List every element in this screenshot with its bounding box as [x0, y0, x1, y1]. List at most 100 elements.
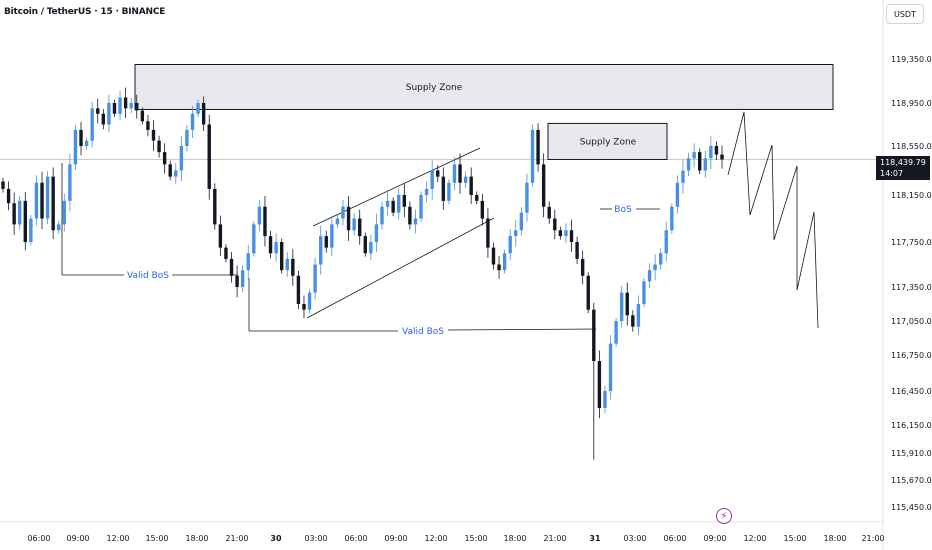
candle-body [291, 258, 295, 276]
candle-body [296, 275, 301, 304]
candle-body [720, 154, 724, 160]
candle-body [313, 264, 317, 293]
price-tick-label: 116,150.00 [891, 421, 932, 430]
candle-body [458, 164, 462, 183]
candle-body [374, 224, 379, 242]
candle-body [608, 343, 613, 391]
candle-body [363, 236, 367, 254]
time-tick-label: 31 [589, 534, 601, 543]
candle-body [307, 292, 312, 310]
candle-body [413, 218, 418, 225]
candle-body [268, 236, 273, 254]
time-tick-label: 15:00 [783, 534, 806, 543]
candle-body [714, 146, 719, 155]
price-tick-label: 117,350.00 [891, 283, 932, 292]
candle-body [430, 170, 434, 189]
candle-body [135, 103, 139, 111]
candle-body [402, 195, 407, 207]
candle-body [525, 182, 529, 213]
candle-body [129, 103, 133, 109]
candle-body [391, 200, 395, 213]
valid-bos-1-label: Valid BoS [127, 271, 169, 281]
candle-body [541, 164, 546, 207]
candle-body [631, 315, 635, 327]
candle-body [18, 200, 22, 225]
price-tick-label: 118,550.00 [891, 142, 932, 151]
candle-body [123, 97, 128, 109]
channel-upper-line[interactable] [312, 147, 481, 227]
candle-body [274, 242, 278, 254]
candle-body [653, 264, 657, 271]
candle-body [23, 200, 27, 242]
candle-body [346, 206, 351, 231]
candle-body [709, 146, 713, 159]
supply-zone-lower-label: Supply Zone [580, 137, 637, 147]
candle-body [686, 158, 691, 171]
candle-body [224, 247, 228, 259]
bar-countdown: 14:07 [880, 169, 904, 178]
price-tick-label: 116,750.00 [891, 351, 932, 360]
time-tick-label: 18:00 [185, 534, 208, 543]
valid-bos-2-line-right[interactable] [447, 328, 597, 331]
time-tick-label: 18:00 [503, 534, 526, 543]
supply-zone-lower[interactable] [547, 122, 668, 160]
candle-body [62, 200, 67, 225]
candle-body [647, 270, 652, 282]
candle-body [40, 182, 44, 219]
time-tick-label: 06:00 [663, 534, 686, 543]
candle-body [29, 218, 33, 242]
candle-body [636, 304, 641, 327]
candle-body [514, 230, 518, 237]
candle-body [112, 103, 117, 114]
candle-body [174, 170, 178, 177]
candle-body [229, 258, 234, 276]
chart-title: Bitcoin / TetherUS · 15 · BINANCE [4, 7, 166, 17]
candle-body [664, 230, 668, 254]
candle-body [179, 146, 184, 171]
candle-body [558, 230, 563, 237]
candle-body [12, 203, 16, 225]
candle-body [553, 218, 557, 231]
candle-body [424, 188, 429, 195]
supply-zone-upper[interactable] [134, 64, 834, 110]
candle-body [252, 224, 256, 254]
currency-button[interactable]: USDT [886, 4, 924, 24]
time-tick-label: 21:00 [225, 534, 248, 543]
candle-body [162, 152, 167, 165]
candle-body [196, 103, 200, 114]
candle-body [352, 218, 356, 231]
time-tick-label: 12:00 [424, 534, 447, 543]
candle-body [335, 218, 340, 225]
candle-body [107, 103, 111, 125]
time-tick-label: 30 [270, 534, 282, 543]
time-tick-label: 12:00 [106, 534, 129, 543]
candle-body [101, 113, 106, 125]
candle-body [692, 152, 696, 159]
channel-lower-line[interactable] [306, 217, 495, 319]
candle-body [408, 206, 412, 225]
candle-body [536, 129, 540, 165]
candle-body [324, 236, 328, 248]
candle-body [670, 206, 674, 231]
price-tick-label: 117,050.00 [891, 317, 932, 326]
candle-body [642, 281, 646, 304]
projection-path[interactable] [727, 111, 819, 329]
candle-body [201, 103, 206, 125]
time-tick-label: 12:00 [743, 534, 766, 543]
candle-body [1, 181, 5, 189]
candle-body [6, 188, 11, 204]
price-tick-label: 115,450.00 [891, 503, 932, 512]
candle-body [84, 140, 89, 146]
candle-body [118, 97, 122, 114]
lightning-bolt-icon[interactable]: ⚡ [716, 508, 732, 524]
candle-body [246, 253, 250, 271]
candle-body [625, 292, 629, 316]
candle-body [419, 195, 423, 219]
candle-body [68, 164, 72, 201]
candle-body [157, 140, 161, 153]
candle-body [564, 230, 568, 237]
current-price-tag: 118,439.79 14:07 [876, 156, 930, 180]
candle-body [213, 188, 217, 225]
price-tick-label: 116,450.00 [891, 387, 932, 396]
